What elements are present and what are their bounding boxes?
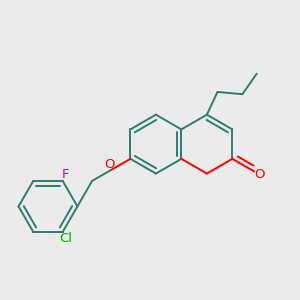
Text: Cl: Cl [59,232,72,245]
Text: F: F [62,168,69,181]
Text: O: O [254,168,265,181]
Text: O: O [104,158,115,171]
